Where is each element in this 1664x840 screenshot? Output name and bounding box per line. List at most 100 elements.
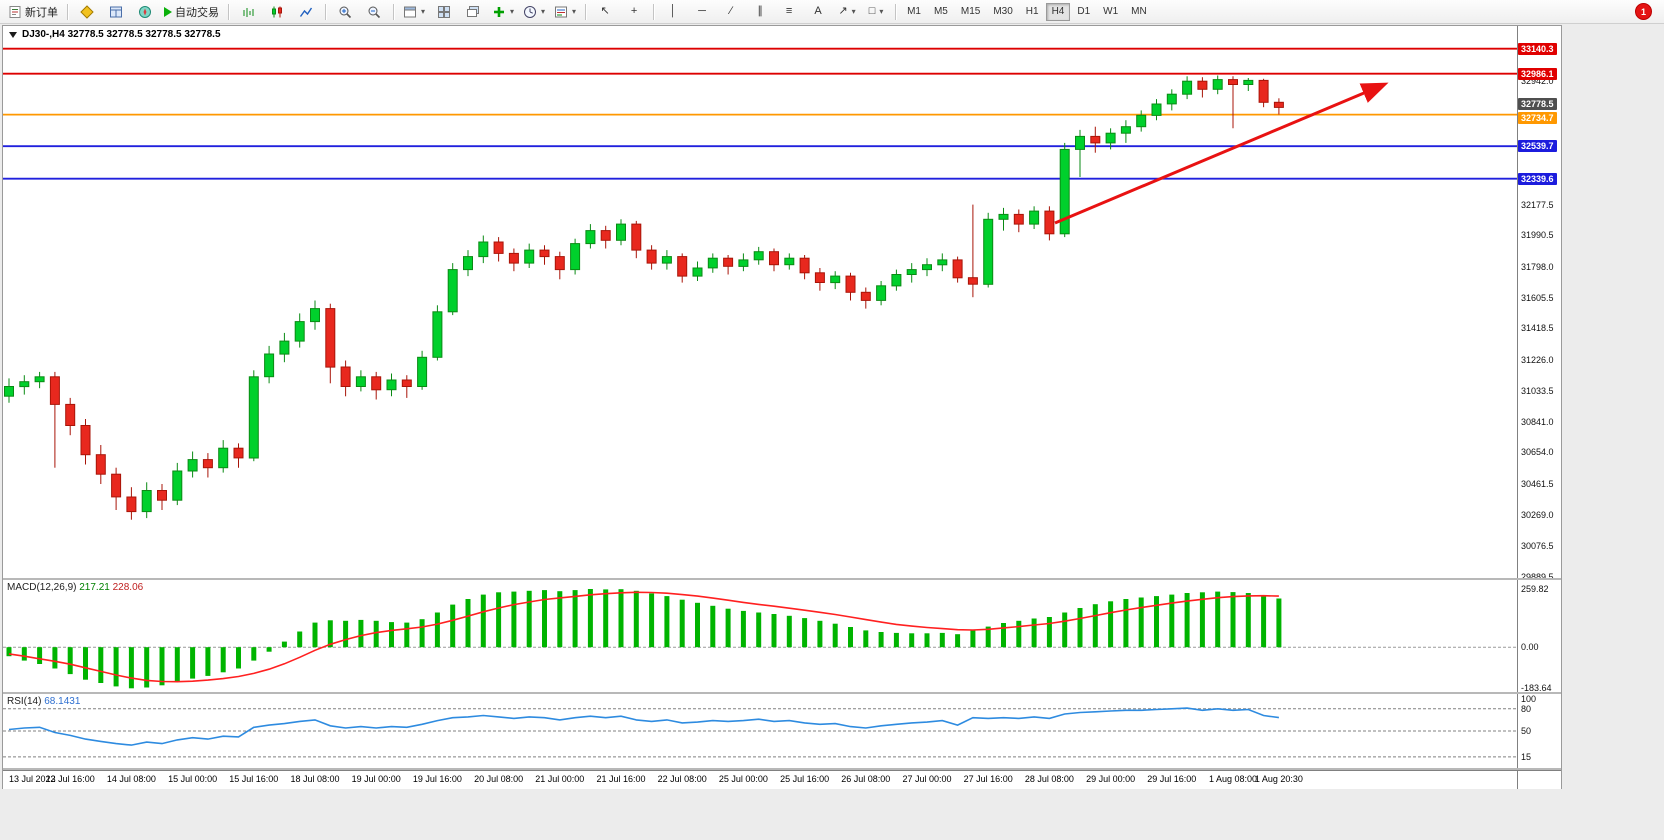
rsi-chart-svg[interactable] [3,694,1517,768]
horizontal-line-icon: ─ [698,5,706,17]
one-click-trading-arrow-icon[interactable] [9,31,17,38]
main-panel-row: DJ30-,H4 32778.5 32778.5 32778.5 32778.5… [3,26,1561,578]
new-chart-button[interactable]: ▾ [399,1,429,23]
trendline-icon: ∕ [730,5,732,17]
time-tick-label: 19 Jul 16:00 [412,774,462,784]
price-tick: 32942.0 [1521,75,1554,86]
shapes-button[interactable]: □ ▾ [862,1,890,23]
panel-splitter[interactable] [3,692,1561,694]
timeframe-m15-button[interactable]: M15 [955,3,986,21]
time-tick-label: 15 Jul 00:00 [168,774,218,784]
market-watch-button[interactable] [73,1,101,23]
line-chart-button[interactable] [292,1,320,23]
price-chart-plot[interactable]: DJ30-,H4 32778.5 32778.5 32778.5 32778.5 [3,26,1517,578]
timeframe-group: M1 M5 M15 M30 H1 H4 D1 W1 MN [901,2,1153,21]
price-tick: 32177.5 [1521,200,1554,211]
panel-splitter[interactable] [3,768,1561,770]
cursor-icon: ↖ [600,5,610,17]
price-tag: 32539.7 [1518,140,1557,153]
time-axis[interactable]: 13 Jul 2022 13 Jul 16:00 14 Jul 08:00 15 Ju… [3,770,1517,789]
line-chart-icon [299,7,313,17]
price-tag: 32986.1 [1518,67,1557,80]
toolbar-separator [67,3,68,20]
price-tag: 33140.3 [1518,42,1557,55]
data-window-icon [110,6,122,17]
cascade-windows-button[interactable] [459,1,487,23]
arrows-button[interactable]: ↗ ▾ [833,1,861,23]
macd-chart-svg[interactable] [3,580,1517,692]
rsi-tick: 80 [1521,703,1532,714]
timeframe-m30-button[interactable]: M30 [987,3,1018,21]
candlestick-chart-button[interactable] [263,1,291,23]
templates-button[interactable]: ▾ [550,1,580,23]
timeframe-mn-button[interactable]: MN [1125,3,1153,21]
price-tick: 31990.5 [1521,230,1554,241]
timeframe-h1-button[interactable]: H1 [1020,3,1045,21]
zoom-in-button[interactable] [331,1,359,23]
panel-splitter[interactable] [3,578,1561,580]
zoom-out-button[interactable] [360,1,388,23]
price-tick: 30461.5 [1521,478,1554,489]
vertical-line-icon: │ [669,5,677,17]
trendline-button[interactable]: ∕ [717,1,745,23]
time-tick-label: 1 Aug 08:00 [1208,774,1258,784]
macd-plot[interactable]: MACD(12,26,9) 217.21 228.06 [3,580,1517,692]
macd-panel-row: MACD(12,26,9) 217.21 228.06 259.82 0.00 -1… [3,580,1561,692]
chart-window: DJ30-,H4 32778.5 32778.5 32778.5 32778.5… [2,25,1562,789]
navigator-icon [139,5,151,18]
bar-chart-button[interactable] [234,1,262,23]
horizontal-line-button[interactable]: ─ [688,1,716,23]
chevron-down-icon: ▾ [879,7,884,16]
timeframe-d1-button[interactable]: D1 [1071,3,1096,21]
time-tick-label: 29 Jul 16:00 [1147,774,1197,784]
time-tick-label: 13 Jul 2022 [9,774,56,784]
new-order-label: 新订单 [25,6,58,19]
rsi-line [8,707,1280,746]
toolbar-separator [228,3,229,20]
equidistant-channel-button[interactable]: ∥ [746,1,774,23]
vertical-line-button[interactable]: │ [659,1,687,23]
navigator-button[interactable] [131,1,159,23]
cascade-windows-icon [467,5,480,17]
timeframe-m5-button[interactable]: M5 [928,3,954,21]
rsi-plot[interactable]: RSI(14) 68.1431 [3,694,1517,768]
macd-axis[interactable]: 259.82 0.00 -183.64 [1517,580,1561,692]
price-tick: 30841.0 [1521,417,1554,428]
play-icon [164,6,172,17]
macd-signal-value: 228.06 [112,582,144,593]
text-label-button[interactable]: A [804,1,832,23]
bar-chart-icon [243,7,254,17]
indicators-button[interactable]: ▾ [488,1,518,23]
candlestick-chart-svg[interactable] [3,26,1517,578]
tile-windows-icon [438,5,451,18]
data-window-button[interactable] [102,1,130,23]
tile-windows-button[interactable] [430,1,458,23]
notification-badge[interactable]: 1 [1635,3,1652,20]
price-tick: 31226.0 [1521,354,1554,365]
trend-arrow [1054,82,1389,225]
time-tick-label: 27 Jul 16:00 [963,774,1013,784]
price-axis[interactable]: 32942.0 32177.5 31990.5 31798.0 31605.5 31418… [1517,26,1561,578]
price-tag: 32339.6 [1518,172,1557,185]
price-tick: 30076.5 [1521,541,1554,552]
time-tick-label: 21 Jul 16:00 [596,774,646,784]
new-order-icon [9,5,21,18]
timeframe-h4-button[interactable]: H4 [1045,2,1071,21]
periods-button[interactable]: ▾ [519,1,549,23]
rsi-axis[interactable]: 100 80 50 15 [1517,694,1561,768]
price-tick: 31033.5 [1521,385,1554,396]
timeframe-m1-button[interactable]: M1 [901,3,927,21]
price-tick: 31605.5 [1521,292,1554,303]
timeframe-w1-button[interactable]: W1 [1097,3,1124,21]
time-tick-label: 28 Jul 08:00 [1024,774,1074,784]
text-label-icon: A [814,5,822,17]
auto-trading-button[interactable]: 自动交易 [160,1,223,23]
time-tick-label: 15 Jul 16:00 [229,774,279,784]
cursor-button[interactable]: ↖ [591,1,619,23]
toolbar-separator [585,3,587,20]
crosshair-button[interactable]: + [620,1,648,23]
macd-tick: 0.00 [1521,642,1539,653]
fibonacci-button[interactable]: ≡ [775,1,803,23]
new-order-button[interactable]: 新订单 [4,1,62,23]
time-tick-label: 13 Jul 16:00 [45,774,95,784]
